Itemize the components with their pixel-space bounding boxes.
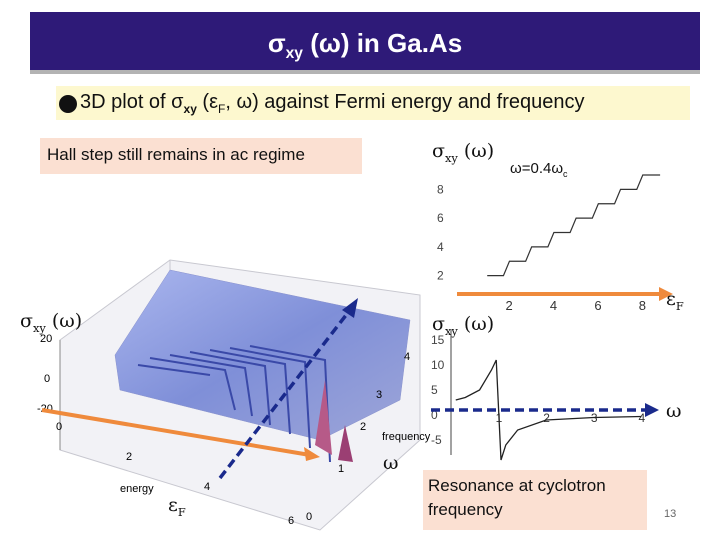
arrow-head-icon bbox=[659, 287, 673, 301]
resonance-peak bbox=[315, 380, 332, 455]
surface-3d-plot: 20 0 -20 0 2 4 6 energy 0 1 2 3 4 freque… bbox=[37, 259, 431, 531]
arrow-head-icon bbox=[342, 298, 358, 318]
y-tick-label: 8 bbox=[437, 182, 444, 196]
frequency-tick: 2 bbox=[360, 421, 366, 433]
y-tick-label: 4 bbox=[437, 240, 444, 254]
y-tick-label: 5 bbox=[431, 383, 438, 397]
x-tick-label: 2 bbox=[543, 411, 550, 425]
energy-tick: 2 bbox=[126, 451, 132, 463]
arrow-head-icon bbox=[304, 447, 320, 461]
energy-axis-arrow bbox=[41, 408, 311, 457]
frequency-tick: 0 bbox=[306, 511, 312, 523]
frequency-axis-label: frequency bbox=[382, 431, 431, 443]
frequency-tick: 3 bbox=[376, 389, 382, 401]
x-tick-label: 8 bbox=[639, 298, 646, 313]
y-tick-label: 6 bbox=[437, 211, 444, 225]
bullet-text: 3D plot of σxy (εF, ω) against Fermi ene… bbox=[80, 91, 585, 116]
page-number: 13 bbox=[664, 508, 677, 520]
hall-note-box bbox=[40, 138, 362, 174]
x-tick-label: 6 bbox=[594, 298, 601, 313]
energy-tick: 4 bbox=[204, 481, 210, 493]
x-tick-label: 2 bbox=[505, 298, 512, 313]
epsilon-f-3d-label: εF bbox=[168, 494, 186, 519]
energy-axis-label: energy bbox=[120, 483, 154, 495]
frequency-tick: 1 bbox=[338, 463, 344, 475]
sigma-3d-label: σxy (ω) bbox=[20, 310, 83, 335]
frequency-axis-arrow bbox=[218, 308, 352, 480]
bullet-box bbox=[56, 86, 690, 120]
arrow-head-icon bbox=[645, 403, 659, 417]
hall-step-line bbox=[487, 174, 661, 277]
step-series bbox=[487, 174, 661, 277]
y-tick-label: 10 bbox=[431, 358, 445, 372]
omega-3d-label: ω bbox=[383, 452, 399, 474]
bullet-dot-icon bbox=[59, 95, 77, 113]
energy-tick: 6 bbox=[288, 515, 294, 527]
resonance-note-box bbox=[423, 470, 647, 530]
omega-ratio-label: ω=0.4ωc bbox=[510, 160, 568, 179]
x-tick-label: 4 bbox=[550, 298, 557, 313]
z-tick: 20 bbox=[40, 333, 52, 345]
sigma-top-label: σxy (ω) bbox=[432, 140, 495, 165]
x-tick-label: 4 bbox=[638, 411, 645, 425]
y-axis-ticks: 8 6 4 2 2 4 6 8 bbox=[437, 182, 646, 313]
hall-step-chart: 8 6 4 2 2 4 6 8 bbox=[437, 174, 673, 313]
frequency-tick: 4 bbox=[404, 351, 410, 363]
energy-tick: 0 bbox=[56, 421, 62, 433]
y-tick-label: 15 bbox=[431, 333, 445, 347]
slide-title: σxy (ω) in Ga.As bbox=[267, 28, 463, 63]
y-tick-label: -5 bbox=[431, 433, 442, 447]
resonance-peak bbox=[338, 425, 353, 462]
y-tick-label: 2 bbox=[437, 269, 444, 283]
title-bar: σxy (ω) in Ga.As bbox=[30, 12, 700, 74]
z-tick: 0 bbox=[44, 373, 50, 385]
omega-bottom-label: ω bbox=[666, 400, 682, 422]
hall-note: Hall step still remains in ac regime bbox=[47, 145, 305, 164]
y-tick-label: 0 bbox=[431, 408, 438, 422]
resonance-curve bbox=[455, 359, 642, 461]
resonance-note: Resonance at cyclotron frequency bbox=[428, 476, 606, 519]
epsilon-f-top-label: εF bbox=[666, 288, 684, 313]
